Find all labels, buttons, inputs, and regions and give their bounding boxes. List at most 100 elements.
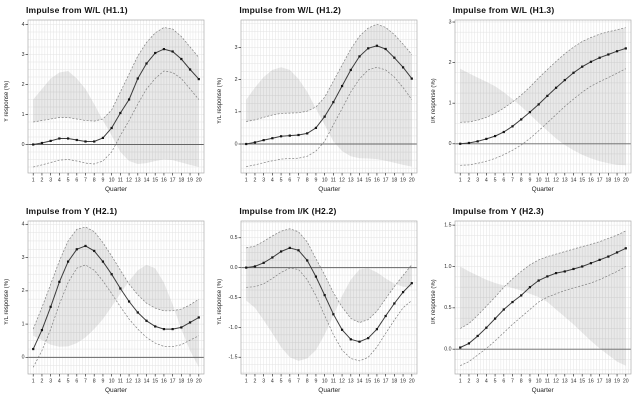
x-tick-label: 11 <box>331 379 336 385</box>
lower-band-line <box>33 70 200 168</box>
chart-title: Impulse from W/L (H1.2) <box>239 5 342 15</box>
data-point <box>393 56 396 59</box>
x-tick-label: 9 <box>315 178 318 184</box>
x-tick-label: 13 <box>135 379 141 385</box>
x-tick-label: 13 <box>135 178 141 184</box>
data-point <box>110 273 113 276</box>
y-tick-label: 2 <box>22 82 25 88</box>
data-point <box>554 86 557 89</box>
data-point <box>66 260 70 263</box>
data-point <box>315 275 318 278</box>
x-tick-label: 13 <box>348 379 354 385</box>
data-point <box>254 265 257 268</box>
y-tick-label: 3 <box>22 255 25 261</box>
data-point <box>66 137 70 140</box>
x-tick-label: 20 <box>409 379 415 385</box>
data-point <box>84 244 87 248</box>
x-tick-label: 15 <box>366 178 372 184</box>
upper-band-line <box>246 228 413 323</box>
x-tick-label: 10 <box>535 178 541 184</box>
data-point <box>502 308 505 311</box>
data-point <box>297 249 300 252</box>
data-point <box>58 137 61 140</box>
data-point <box>315 126 318 130</box>
data-point <box>306 259 309 262</box>
data-point <box>127 300 131 303</box>
panel-h1-3: Impulse from W/L (H1.3) I/K response (%)… <box>427 0 640 201</box>
x-axis-label: Quarter <box>318 186 341 193</box>
data-point <box>367 47 370 50</box>
x-tick-label: 7 <box>84 379 87 385</box>
x-tick-label: 3 <box>263 379 266 385</box>
irf-markers <box>32 244 200 351</box>
irf-line <box>459 47 626 145</box>
x-axis-ticks: 1 2 3 4 5 6 7 8 9 10 11 12 13 14 15 16 17 18 19 20 <box>458 374 628 385</box>
x-tick-label: 17 <box>383 379 389 385</box>
x-tick-label: 20 <box>623 379 629 385</box>
x-tick-label: 5 <box>280 178 283 184</box>
y-tick-label: 3 <box>235 45 238 51</box>
x-axis-ticks: 1 2 3 4 5 6 7 8 9 10 11 12 13 14 15 16 17 18 19 20 <box>458 173 628 184</box>
chart-title: Impulse from Y (H2.3) <box>452 206 544 216</box>
confidence-band <box>33 227 199 368</box>
x-tick-label: 9 <box>528 178 531 184</box>
data-point <box>110 126 113 130</box>
data-point <box>145 319 148 322</box>
y-tick-label: 0.5 <box>231 235 238 241</box>
confidence-band <box>246 24 413 167</box>
y-tick-label: 0 <box>448 141 451 147</box>
x-tick-label: 19 <box>187 379 193 385</box>
data-point <box>350 338 353 341</box>
data-point <box>49 139 52 142</box>
y-axis-label: Y/L response (%) <box>217 278 224 326</box>
x-tick-label: 18 <box>605 178 611 184</box>
data-point <box>376 44 379 47</box>
x-tick-label: 3 <box>49 178 52 184</box>
x-axis-label: Quarter <box>531 387 554 394</box>
x-tick-label: 6 <box>75 379 78 385</box>
data-point <box>188 68 192 71</box>
x-tick-label: 4 <box>271 178 274 184</box>
gridlines <box>241 20 418 173</box>
chart-title: Impulse from W/L (H1.3) <box>452 5 555 15</box>
irf-line <box>246 45 413 145</box>
x-axis-ticks: 1 2 3 4 5 6 7 8 9 10 11 12 13 14 15 16 17 18 19 20 <box>245 173 415 184</box>
y-axis-label: I/K response (%) <box>430 279 437 325</box>
plot-frame <box>27 220 205 375</box>
irf-markers <box>245 44 414 146</box>
x-tick-label: 20 <box>409 178 415 184</box>
y-tick-label: -0.5 <box>229 295 238 301</box>
x-axis-ticks: 1 2 3 4 5 6 7 8 9 10 11 12 13 14 15 16 17 18 19 20 <box>32 173 202 184</box>
x-tick-label: 9 <box>101 379 104 385</box>
y-tick-label: 4 <box>22 22 25 28</box>
y-tick-label: 0 <box>235 141 238 147</box>
x-tick-label: 11 <box>118 379 123 385</box>
data-point <box>493 134 496 138</box>
x-tick-label: 16 <box>374 379 380 385</box>
lower-band-line <box>246 66 413 167</box>
x-tick-label: 7 <box>297 379 300 385</box>
x-tick-label: 10 <box>322 379 328 385</box>
data-point <box>289 246 292 249</box>
data-point <box>289 134 292 137</box>
x-tick-label: 10 <box>535 379 541 385</box>
x-tick-label: 10 <box>322 178 328 184</box>
data-point <box>589 60 592 63</box>
x-tick-label: 1 <box>32 379 35 385</box>
x-tick-label: 5 <box>67 178 70 184</box>
x-tick-label: 7 <box>297 178 300 184</box>
lower-band-line <box>32 264 199 368</box>
y-tick-label: 1 <box>22 112 25 118</box>
x-tick-label: 17 <box>170 379 176 385</box>
data-point <box>136 77 139 80</box>
x-tick-label: 20 <box>196 379 202 385</box>
x-tick-label: 2 <box>467 178 470 184</box>
data-point <box>537 279 540 282</box>
y-tick-label: 0.0 <box>444 347 451 353</box>
plot-row: Y response (%) 0 1 2 3 4 1 2 3 4 5 6 7 8 9 10 11 12 13 14 1… <box>2 17 211 185</box>
x-tick-label: 4 <box>485 178 488 184</box>
data-point <box>402 291 405 294</box>
gridlines <box>454 221 631 374</box>
